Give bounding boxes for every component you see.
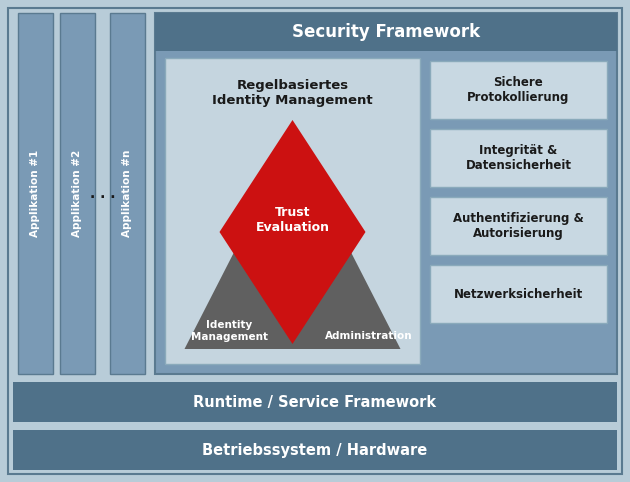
Text: Sichere
Protokollierung: Sichere Protokollierung — [467, 76, 570, 104]
Polygon shape — [219, 120, 365, 344]
FancyBboxPatch shape — [60, 13, 95, 374]
FancyBboxPatch shape — [110, 13, 145, 374]
FancyBboxPatch shape — [430, 129, 607, 187]
Text: Trust
Evaluation: Trust Evaluation — [256, 206, 329, 234]
FancyBboxPatch shape — [18, 13, 53, 374]
Text: Runtime / Service Framework: Runtime / Service Framework — [193, 394, 437, 410]
FancyBboxPatch shape — [13, 430, 617, 470]
Text: Integrität &
Datensicherheit: Integrität & Datensicherheit — [466, 144, 571, 172]
Text: . . .: . . . — [89, 187, 115, 201]
Text: Administration: Administration — [324, 331, 412, 341]
FancyBboxPatch shape — [155, 13, 617, 51]
Text: Applikation #1: Applikation #1 — [30, 150, 40, 237]
Text: Authentifizierung &
Autorisierung: Authentifizierung & Autorisierung — [453, 212, 584, 240]
FancyBboxPatch shape — [430, 197, 607, 255]
FancyBboxPatch shape — [155, 13, 617, 374]
FancyBboxPatch shape — [8, 8, 622, 474]
Text: Applikation #2: Applikation #2 — [72, 150, 83, 237]
FancyBboxPatch shape — [430, 61, 607, 119]
FancyBboxPatch shape — [13, 382, 617, 422]
Text: Netzwerksicherheit: Netzwerksicherheit — [454, 287, 583, 300]
Text: Applikation #n: Applikation #n — [122, 150, 132, 237]
Polygon shape — [185, 138, 401, 349]
Text: Betriebssystem / Hardware: Betriebssystem / Hardware — [202, 442, 428, 457]
Text: Regelbasiertes
Identity Management: Regelbasiertes Identity Management — [212, 79, 373, 107]
FancyBboxPatch shape — [430, 265, 607, 323]
Text: Identity
Management: Identity Management — [191, 320, 268, 342]
FancyBboxPatch shape — [165, 58, 420, 364]
Text: Security Framework: Security Framework — [292, 23, 480, 41]
